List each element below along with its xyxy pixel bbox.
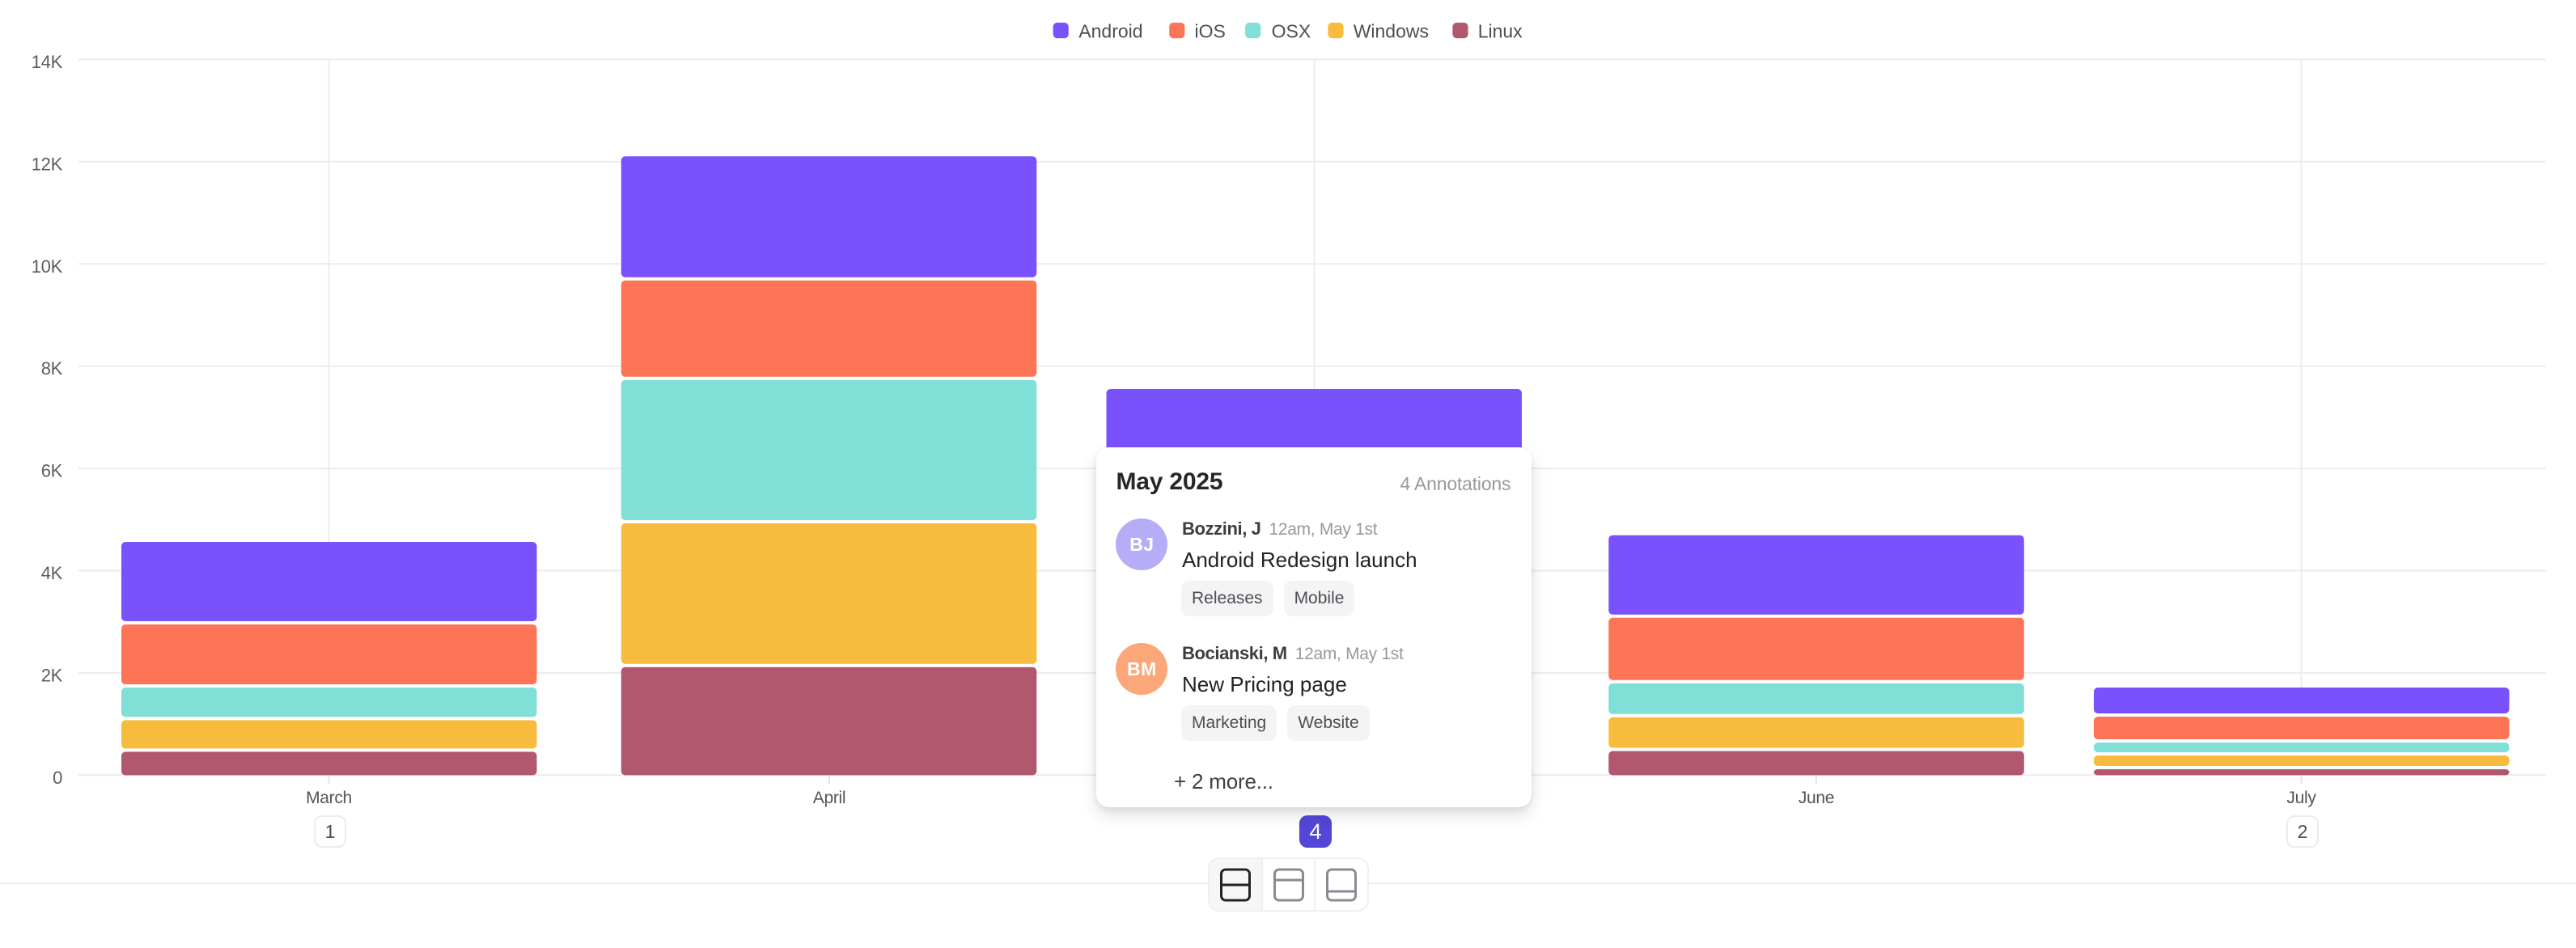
svg-text:12K: 12K	[32, 154, 63, 174]
svg-text:Android: Android	[1078, 21, 1142, 42]
svg-text:14K: 14K	[32, 52, 63, 72]
svg-text:April: April	[813, 789, 846, 807]
svg-text:OSX: OSX	[1272, 21, 1311, 42]
svg-text:6K: 6K	[41, 461, 63, 481]
svg-text:2K: 2K	[41, 665, 63, 685]
svg-text:Linux: Linux	[1478, 21, 1523, 42]
svg-text:iOS: iOS	[1195, 21, 1226, 42]
svg-text:4K: 4K	[41, 563, 63, 583]
svg-text:10K: 10K	[32, 256, 63, 277]
svg-text:June: June	[1799, 789, 1834, 807]
svg-text:July: July	[2286, 789, 2316, 807]
svg-text:March: March	[306, 789, 352, 807]
svg-text:Windows: Windows	[1354, 21, 1429, 42]
svg-text:8K: 8K	[41, 358, 63, 379]
svg-text:0: 0	[53, 768, 62, 788]
